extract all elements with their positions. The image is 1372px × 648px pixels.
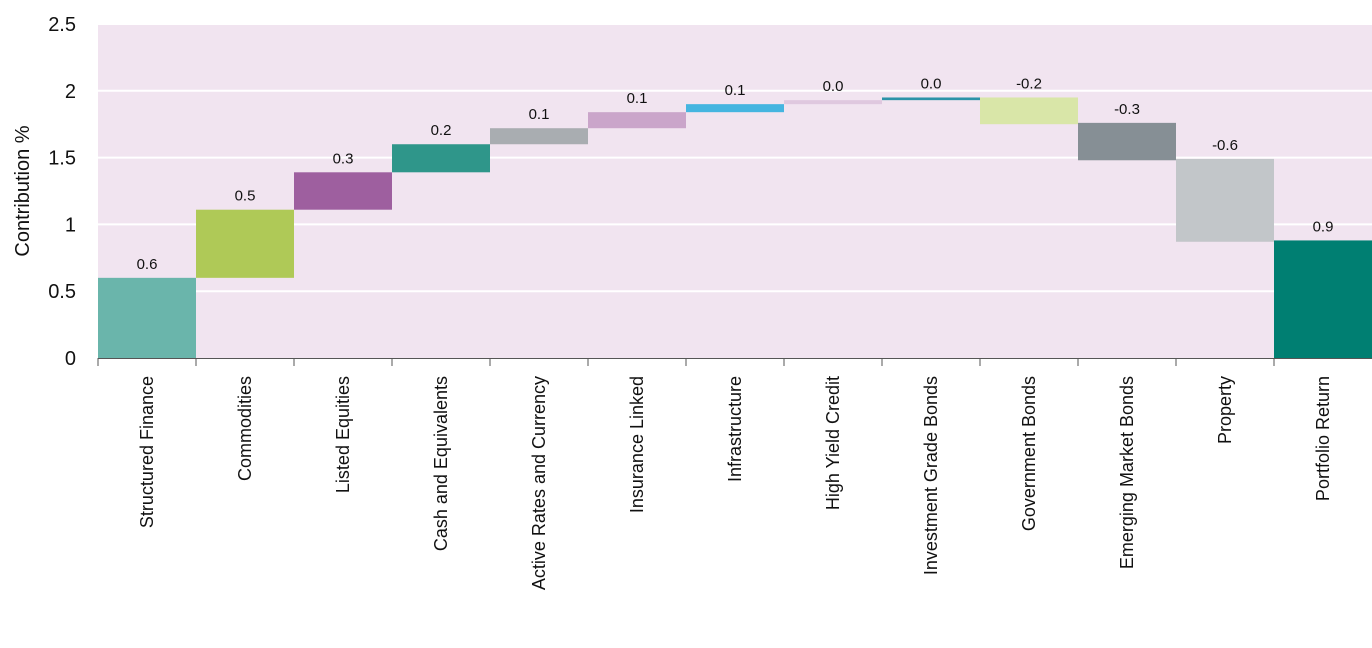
data-label: 0.5	[235, 188, 256, 205]
x-category-label: Property	[1215, 376, 1235, 444]
x-category-label: Commodities	[235, 376, 255, 481]
x-category-label: Emerging Market Bonds	[1117, 376, 1137, 569]
data-labels: 0.6 0.5 0.3 0.2 0.1 0.1 0.1 0.0 0.0 -0.2 -0.3 -0.6 0…	[137, 75, 1334, 272]
y-tick-label: 2	[65, 81, 76, 103]
data-label: 0.9	[1313, 218, 1334, 235]
data-label: 0.1	[627, 90, 648, 107]
data-label: 0.0	[921, 75, 942, 92]
data-label: 0.0	[823, 78, 844, 95]
x-category-label: Portfolio Return	[1313, 376, 1333, 501]
y-tick-label: 0	[65, 348, 76, 370]
data-label: 0.1	[725, 82, 746, 99]
x-category-label: Government Bonds	[1019, 376, 1039, 531]
bar-6	[588, 112, 686, 129]
bar-7	[686, 104, 784, 113]
x-category-label: Structured Finance	[137, 376, 157, 528]
bar-9	[882, 97, 980, 101]
data-label: 0.1	[529, 106, 550, 123]
data-label: -0.3	[1114, 101, 1140, 118]
data-label: -0.6	[1212, 137, 1238, 154]
y-tick-label: 0.5	[48, 281, 76, 303]
data-label: 0.6	[137, 256, 158, 273]
bar-4	[392, 144, 490, 173]
bar-1	[98, 277, 196, 358]
y-tick-label: 1	[65, 214, 76, 236]
data-label: 0.2	[431, 122, 452, 139]
axes: 0 0.5 1 1.5 2 2.5 Structured Finance Commoditie…	[48, 14, 1372, 590]
x-category-label: High Yield Credit	[823, 376, 843, 510]
bar-8	[784, 100, 882, 105]
y-tick-label: 1.5	[48, 148, 76, 170]
bar-5	[490, 128, 588, 145]
bar-10	[980, 97, 1078, 125]
x-category-label: Cash and Equivalents	[431, 376, 451, 551]
bar-11	[1078, 122, 1176, 161]
x-category-label: Active Rates and Currency	[529, 376, 549, 590]
y-tick-label: 2.5	[48, 14, 76, 36]
bar-2	[196, 209, 294, 278]
y-axis-title: Contribution %	[12, 125, 34, 256]
x-category-label: Investment Grade Bonds	[921, 376, 941, 575]
bars	[98, 97, 1372, 358]
x-category-label: Insurance Linked	[627, 376, 647, 513]
bar-3	[294, 172, 392, 210]
data-label: 0.3	[333, 150, 354, 167]
x-category-label: Infrastructure	[725, 376, 745, 482]
x-category-label: Listed Equities	[333, 376, 353, 493]
bar-13	[1274, 240, 1372, 358]
bar-12	[1176, 158, 1274, 242]
data-label: -0.2	[1016, 75, 1042, 92]
